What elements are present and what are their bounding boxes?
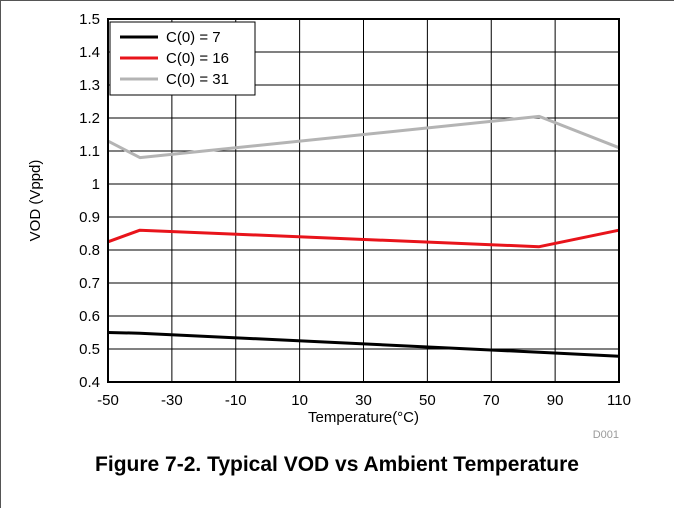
figure-code: D001 — [593, 429, 619, 441]
x-axis-title: Temperature(°C) — [308, 409, 419, 426]
x-tick-label: 90 — [547, 392, 564, 409]
y-tick-label: 1 — [92, 176, 100, 193]
y-tick-label: 0.4 — [79, 374, 100, 391]
page-border-left — [0, 0, 1, 508]
x-tick-label: 30 — [355, 392, 372, 409]
y-tick-label: 0.7 — [79, 275, 100, 292]
x-tick-label: -10 — [225, 392, 247, 409]
y-tick-label: 1.2 — [79, 110, 100, 127]
y-tick-label: 1.5 — [79, 11, 100, 28]
y-tick-label: 1.1 — [79, 143, 100, 160]
y-tick-label: 0.9 — [79, 209, 100, 226]
legend-label: C(0) = 31 — [166, 71, 229, 88]
series-lines — [107, 114, 620, 358]
y-tick-label: 0.8 — [79, 242, 100, 259]
legend-label: C(0) = 16 — [166, 50, 229, 67]
line-chart: -50 -30 -10 10 30 50 70 90 110 0.4 0.5 0.6 0.7 0.8 0.9… — [27, 11, 631, 441]
x-tick-label: 50 — [419, 392, 436, 409]
x-tick-label: 10 — [291, 392, 308, 409]
x-tick-label: 110 — [607, 392, 631, 409]
x-tick-label: -30 — [161, 392, 183, 409]
series-line-1 — [107, 331, 620, 358]
series-line-3 — [107, 114, 620, 160]
series-line-2 — [107, 228, 620, 249]
x-tick-label: -50 — [97, 392, 119, 409]
plot-area — [107, 18, 620, 383]
tick-labels: -50 -30 -10 10 30 50 70 90 110 0.4 0.5 0.6 0.7 0.8 0.9… — [79, 11, 631, 409]
legend-label: C(0) = 7 — [166, 29, 221, 46]
y-tick-label: 1.4 — [79, 44, 100, 61]
y-axis-title: VOD (Vppd) — [27, 160, 44, 242]
legend: C(0) = 7 C(0) = 16 C(0) = 31 — [109, 21, 256, 96]
y-tick-label: 1.3 — [79, 77, 100, 94]
page-border-top — [0, 0, 674, 1]
y-tick-label: 0.6 — [79, 308, 100, 325]
x-tick-label: 70 — [483, 392, 500, 409]
figure-caption: Figure 7-2. Typical VOD vs Ambient Tempe… — [95, 453, 579, 476]
y-tick-label: 0.5 — [79, 341, 100, 358]
